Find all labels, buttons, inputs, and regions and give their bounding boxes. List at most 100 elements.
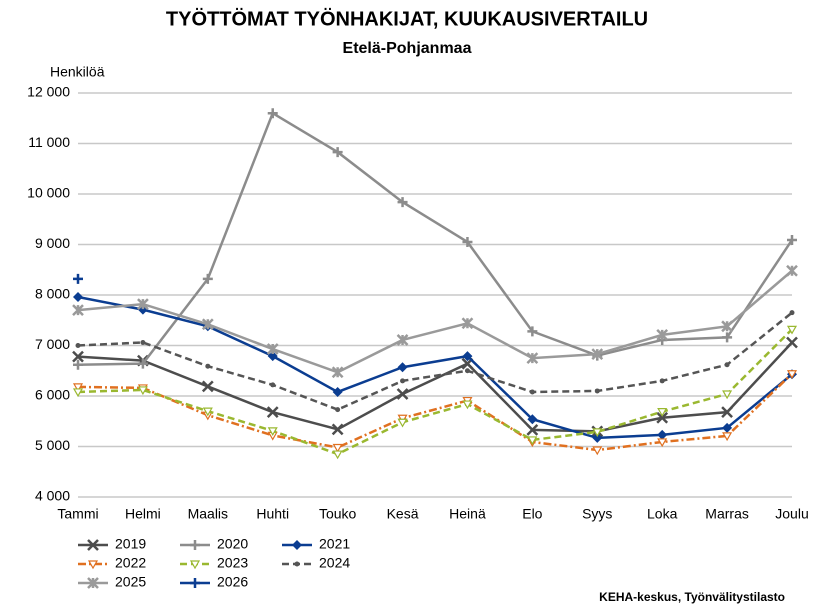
y-tick-label: 11 000 bbox=[28, 134, 70, 150]
marker-shape bbox=[657, 438, 668, 448]
marker bbox=[462, 351, 473, 362]
marker-shape bbox=[786, 325, 798, 335]
marker bbox=[529, 389, 535, 395]
marker-shape bbox=[526, 423, 539, 436]
x-tick-label: Loka bbox=[647, 506, 678, 522]
x-tick-label: Tammi bbox=[57, 506, 98, 522]
marker bbox=[592, 432, 603, 443]
marker-shape bbox=[592, 428, 603, 438]
marker bbox=[656, 329, 669, 341]
series-line bbox=[77, 295, 793, 440]
marker bbox=[659, 378, 665, 384]
marker bbox=[462, 400, 473, 410]
series-line bbox=[77, 269, 793, 374]
marker bbox=[464, 368, 470, 374]
y-tick-label: 4 000 bbox=[35, 488, 70, 504]
marker-shape bbox=[721, 406, 733, 419]
marker bbox=[73, 273, 83, 284]
marker-shape bbox=[73, 359, 83, 370]
marker-shape bbox=[72, 388, 84, 398]
marker bbox=[332, 443, 343, 453]
chart-title: TYÖTTÖMAT TYÖNHAKIJAT, KUUKAUSIVERTAILU bbox=[166, 7, 648, 30]
marker bbox=[657, 429, 668, 440]
x-tick-label: Kesä bbox=[387, 506, 419, 522]
marker bbox=[722, 422, 733, 433]
marker bbox=[267, 108, 278, 119]
marker bbox=[331, 423, 344, 436]
marker bbox=[266, 406, 279, 419]
y-tick-label: 5 000 bbox=[35, 437, 70, 453]
y-tick-label: 10 000 bbox=[27, 185, 70, 201]
marker bbox=[722, 432, 733, 442]
marker-shape bbox=[657, 429, 668, 440]
marker-shape bbox=[592, 446, 603, 456]
marker-shape bbox=[267, 108, 278, 119]
y-tick-label: 6 000 bbox=[35, 387, 70, 403]
marker bbox=[205, 363, 211, 369]
y-axis-label: Henkilöä bbox=[50, 64, 105, 80]
marker-shape bbox=[332, 147, 343, 158]
marker-shape bbox=[657, 408, 668, 417]
marker bbox=[137, 358, 148, 369]
marker bbox=[266, 343, 279, 355]
marker-shape bbox=[786, 264, 798, 277]
x-tick-label: Touko bbox=[319, 506, 357, 522]
marker bbox=[594, 388, 600, 394]
series-line bbox=[77, 328, 793, 456]
marker-shape bbox=[724, 362, 730, 368]
marker bbox=[591, 348, 604, 360]
marker bbox=[527, 326, 538, 337]
marker bbox=[267, 351, 278, 362]
marker bbox=[190, 578, 200, 588]
marker bbox=[72, 383, 84, 393]
marker-shape bbox=[529, 389, 535, 395]
y-tick-label: 8 000 bbox=[35, 286, 70, 302]
marker bbox=[87, 560, 99, 570]
marker-shape bbox=[656, 329, 669, 341]
legend-label: 2022 bbox=[115, 555, 146, 571]
marker-shape bbox=[464, 368, 470, 374]
marker-shape bbox=[205, 363, 211, 369]
x-tick-label: Joulu bbox=[775, 506, 808, 522]
marker bbox=[786, 336, 798, 349]
marker-shape bbox=[72, 350, 84, 363]
legend-label: 2019 bbox=[115, 536, 146, 552]
marker-shape bbox=[721, 320, 733, 333]
marker bbox=[721, 320, 733, 333]
marker-shape bbox=[396, 388, 409, 400]
marker bbox=[721, 406, 733, 419]
series-line bbox=[77, 372, 793, 452]
marker-shape bbox=[72, 383, 84, 393]
marker-shape bbox=[137, 298, 149, 310]
marker bbox=[294, 561, 300, 567]
marker-shape bbox=[527, 414, 538, 425]
marker bbox=[397, 362, 408, 373]
x-tick-label: Helmi bbox=[125, 506, 161, 522]
source: KEHA-keskus, Työnvälitystilasto bbox=[599, 590, 785, 604]
marker bbox=[786, 370, 798, 379]
marker-shape bbox=[202, 407, 213, 417]
marker-shape bbox=[397, 418, 408, 428]
marker bbox=[789, 310, 795, 316]
marker-shape bbox=[461, 317, 474, 330]
marker-shape bbox=[396, 334, 409, 346]
marker bbox=[396, 388, 409, 400]
legend-label: 2025 bbox=[115, 574, 146, 590]
marker bbox=[335, 407, 341, 413]
marker-shape bbox=[786, 370, 798, 379]
series-line bbox=[77, 341, 793, 433]
marker bbox=[332, 386, 343, 397]
marker bbox=[270, 382, 276, 388]
marker-shape bbox=[202, 273, 213, 284]
marker-shape bbox=[294, 561, 300, 567]
marker bbox=[787, 234, 797, 245]
marker bbox=[722, 332, 733, 343]
series-line bbox=[77, 311, 793, 411]
marker-shape bbox=[526, 352, 539, 365]
marker-shape bbox=[787, 234, 797, 245]
marker-shape bbox=[189, 560, 201, 570]
marker bbox=[657, 438, 668, 448]
marker-shape bbox=[592, 432, 603, 443]
marker-shape bbox=[722, 422, 733, 433]
legend-label: 2026 bbox=[217, 574, 248, 590]
